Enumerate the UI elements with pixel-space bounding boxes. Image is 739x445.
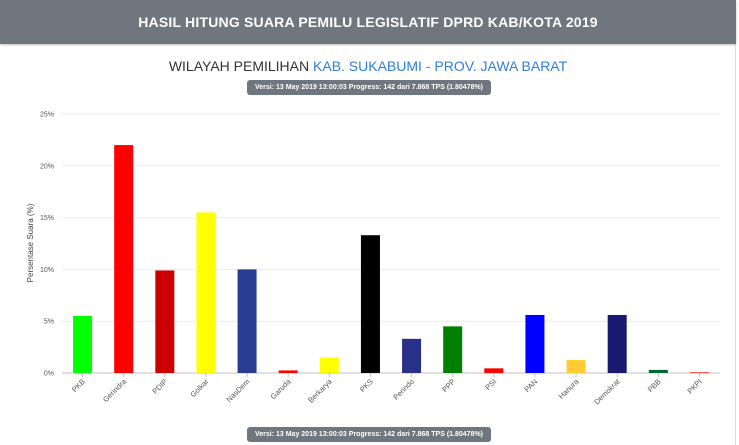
x-tick-label: PDIP [150,377,169,396]
x-tick-label: PKB [70,377,87,394]
x-tick-label: Gerindra [101,376,129,404]
y-tick-label: 25% [40,112,54,119]
bar-psi[interactable] [484,368,504,373]
y-tick-label: 15% [40,215,54,222]
chart-bars [73,145,709,373]
x-tick-label: Garuda [269,376,294,401]
y-axis-title: Persentase Suara (%) [26,203,35,282]
page-title: HASIL HITUNG SUARA PEMILU LEGISLATIF DPR… [0,0,736,44]
bar-pkb[interactable] [73,316,93,373]
x-tick-label: PKPI [685,377,703,395]
bar-pbb[interactable] [648,369,668,373]
y-tick-label: 0% [44,371,54,378]
x-tick-label: NasDem [224,377,251,404]
subtitle-prefix: WILAYAH PEMILIHAN [168,58,310,74]
bar-ppp[interactable] [443,326,463,373]
x-tick-label: PPP [440,377,457,394]
x-tick-label: Golkar [188,377,210,399]
x-tick-label: Hanura [557,376,581,400]
y-tick-label: 10% [40,267,54,274]
version-badge-bottom: Versi: 13 May 2019 13:00:03 Progress: 14… [247,427,491,442]
bar-gerindra[interactable] [114,145,134,373]
y-axis-ticks: 0% 5% 10% 15% 20% 25% [40,112,54,378]
bar-nasdem[interactable] [237,269,257,373]
x-tick-label: PKS [358,377,375,394]
x-tick-label: Berkarya [306,376,334,404]
bar-pks[interactable] [360,235,380,373]
x-axis-labels: PKB Gerindra PDIP Golkar NasDem Garuda Berkary… [70,373,704,406]
chart-subtitle: WILAYAH PEMILIHAN KAB. SUKABUMI - PROV. … [0,58,736,74]
subtitle-region: KAB. SUKABUMI - PROV. JAWA BARAT [313,58,568,74]
bar-pkpi[interactable] [689,372,709,373]
bar-pdip[interactable] [155,270,175,373]
bar-golkar[interactable] [196,212,216,373]
bar-perindo[interactable] [402,338,422,373]
bar-hanura[interactable] [566,360,586,373]
x-tick-label: PBB [646,377,663,394]
version-badge-top: Versi: 13 May 2019 13:00:03 Progress: 14… [247,80,491,95]
x-tick-label: Demokrat [592,376,622,406]
y-tick-label: 5% [44,319,54,326]
bar-berkarya[interactable] [319,357,339,373]
x-tick-label: PSI [483,377,498,392]
y-tick-label: 20% [40,163,54,170]
bar-garuda[interactable] [278,370,298,373]
x-tick-label: Perindo [391,377,416,402]
x-tick-label: PAN [522,377,539,394]
bar-pan[interactable] [525,314,545,373]
bar-demokrat[interactable] [607,314,627,373]
